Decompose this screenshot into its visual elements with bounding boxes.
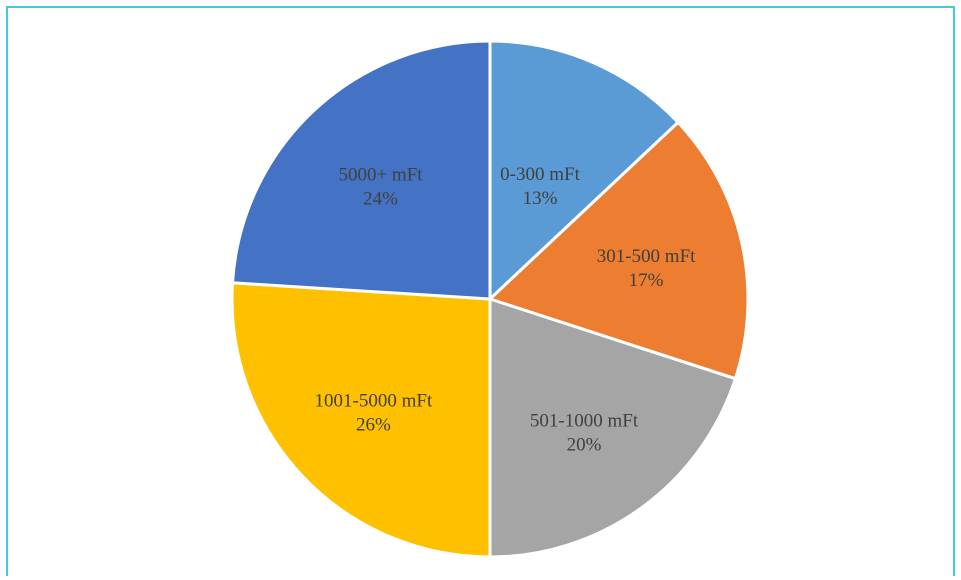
slice-label-1: 301-500 mFt: [597, 246, 696, 267]
pie-slice-1: [488, 120, 750, 381]
slice-percent-2: 20%: [567, 434, 602, 455]
slice-percent-1: 17%: [629, 270, 664, 291]
slice-label-4: 5000+ mFt: [338, 164, 423, 185]
pie-slice-0: [488, 39, 680, 301]
pie-slice-3: [230, 281, 492, 559]
slice-label-0: 0-300 mFt: [500, 164, 580, 185]
pie-slice-4: [231, 39, 492, 301]
slice-label-2: 501-1000 mFt: [530, 410, 639, 431]
slice-percent-3: 26%: [356, 415, 391, 436]
pie-slice-2: [488, 297, 737, 559]
slice-percent-0: 13%: [523, 188, 558, 209]
slice-label-3: 1001-5000 mFt: [315, 391, 433, 412]
slice-percent-4: 24%: [363, 188, 398, 209]
